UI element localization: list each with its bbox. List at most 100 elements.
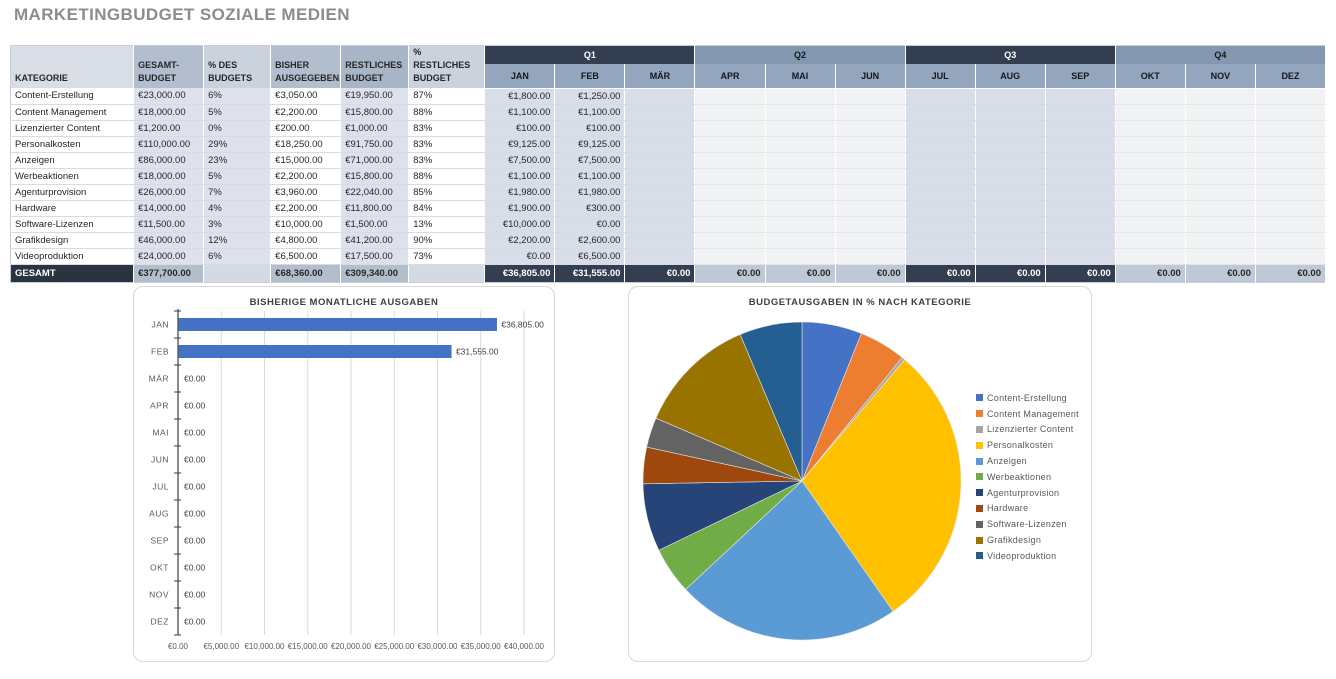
cell-month[interactable] (975, 232, 1046, 249)
cell-month[interactable] (905, 136, 976, 153)
cell-month[interactable] (1185, 184, 1256, 201)
cell-month[interactable] (1115, 184, 1186, 201)
cell-month[interactable] (765, 152, 836, 169)
cell-kategorie[interactable]: Agenturprovision (10, 184, 135, 201)
cell-pct_rest[interactable]: 90% (408, 232, 486, 249)
cell-month[interactable] (1115, 248, 1186, 265)
cell-restliches[interactable]: €41,200.00 (340, 232, 410, 249)
cell-month[interactable] (905, 152, 976, 169)
cell-kategorie[interactable]: Software-Lizenzen (10, 216, 135, 233)
cell-gesamt_budget[interactable]: €110,000.00 (133, 136, 205, 153)
cell-restliches[interactable]: €22,040.00 (340, 184, 410, 201)
cell-kategorie[interactable]: Werbeaktionen (10, 168, 135, 185)
cell-gesamt_budget[interactable]: €18,000.00 (133, 104, 205, 121)
cell-month[interactable] (694, 168, 766, 185)
cell-month[interactable] (905, 200, 976, 217)
cell-month[interactable] (1185, 136, 1256, 153)
cell-month[interactable] (624, 152, 696, 169)
cell-month[interactable] (835, 152, 906, 169)
month-header[interactable]: FEB (554, 64, 626, 89)
cell-month[interactable] (1255, 136, 1327, 153)
cell-month[interactable] (765, 136, 836, 153)
cell-month[interactable]: €7,500.00 (484, 152, 556, 169)
cell-pct_rest[interactable]: 13% (408, 216, 486, 233)
cell-kategorie[interactable]: Videoproduktion (10, 248, 135, 265)
cell-month[interactable] (624, 136, 696, 153)
cell-month[interactable] (975, 200, 1046, 217)
cell-month[interactable] (975, 168, 1046, 185)
cell-pct_rest[interactable]: 88% (408, 168, 486, 185)
cell-month[interactable] (905, 184, 976, 201)
cell-month[interactable] (1255, 168, 1327, 185)
month-header[interactable]: JUN (835, 64, 906, 89)
cell-pct_rest[interactable]: 85% (408, 184, 486, 201)
total-month[interactable]: €0.00 (975, 264, 1046, 283)
cell-month[interactable] (694, 136, 766, 153)
cell-restliches[interactable]: €71,000.00 (340, 152, 410, 169)
cell-month[interactable] (694, 232, 766, 249)
cell-gesamt_budget[interactable]: €86,000.00 (133, 152, 205, 169)
cell-pct_rest[interactable]: 87% (408, 88, 486, 105)
cell-kategorie[interactable]: Content Management (10, 104, 135, 121)
cell-month[interactable] (1185, 200, 1256, 217)
cell-month[interactable] (1115, 120, 1186, 137)
cell-month[interactable]: €0.00 (484, 248, 556, 265)
cell-pct_budget[interactable]: 6% (203, 88, 272, 105)
cell-month[interactable] (694, 200, 766, 217)
cell-month[interactable]: €6,500.00 (554, 248, 626, 265)
cell-kategorie[interactable]: Content-Erstellung (10, 88, 135, 105)
cell-month[interactable] (835, 232, 906, 249)
quarter-header-q1[interactable]: Q1 (484, 45, 696, 65)
cell-month[interactable]: €300.00 (554, 200, 626, 217)
cell-month[interactable] (1115, 200, 1186, 217)
cell-month[interactable] (1045, 216, 1116, 233)
cell-month[interactable] (835, 168, 906, 185)
cell-month[interactable] (905, 168, 976, 185)
cell-month[interactable] (1045, 152, 1116, 169)
cell-month[interactable] (1115, 152, 1186, 169)
cell-month[interactable]: €1,100.00 (484, 104, 556, 121)
cell-month[interactable] (694, 120, 766, 137)
cell-month[interactable] (1045, 248, 1116, 265)
total-month[interactable]: €0.00 (1255, 264, 1327, 283)
cell-bisher[interactable]: €3,960.00 (270, 184, 342, 201)
cell-month[interactable] (765, 120, 836, 137)
cell-pct_rest[interactable]: 88% (408, 104, 486, 121)
month-header[interactable]: OKT (1115, 64, 1186, 89)
cell-bisher[interactable]: €15,000.00 (270, 152, 342, 169)
cell-month[interactable] (765, 104, 836, 121)
cell-kategorie[interactable]: Personalkosten (10, 136, 135, 153)
cell-month[interactable]: €7,500.00 (554, 152, 626, 169)
cell-pct_budget[interactable]: 23% (203, 152, 272, 169)
cell-month[interactable] (905, 88, 976, 105)
cell-month[interactable]: €1,980.00 (484, 184, 556, 201)
month-header[interactable]: DEZ (1255, 64, 1327, 89)
cell-pct_budget[interactable]: 0% (203, 120, 272, 137)
cell-month[interactable] (1255, 216, 1327, 233)
cell-kategorie[interactable]: Lizenzierter Content (10, 120, 135, 137)
cell-month[interactable] (765, 232, 836, 249)
cell-month[interactable] (1255, 200, 1327, 217)
cell-month[interactable] (975, 120, 1046, 137)
total-month[interactable]: €36,805.00 (484, 264, 556, 283)
cell-gesamt_budget[interactable]: €46,000.00 (133, 232, 205, 249)
cell-pct_rest[interactable]: 83% (408, 152, 486, 169)
cell-month[interactable] (624, 104, 696, 121)
cell-month[interactable]: €1,900.00 (484, 200, 556, 217)
cell-bisher[interactable]: €200.00 (270, 120, 342, 137)
month-header[interactable]: JUL (905, 64, 976, 89)
cell-bisher[interactable]: €2,200.00 (270, 104, 342, 121)
cell-month[interactable] (975, 184, 1046, 201)
cell-gesamt_budget[interactable]: €23,000.00 (133, 88, 205, 105)
cell-month[interactable] (1045, 104, 1116, 121)
cell-month[interactable] (975, 136, 1046, 153)
cell-month[interactable] (905, 216, 976, 233)
cell-gesamt_budget[interactable]: €18,000.00 (133, 168, 205, 185)
cell-restliches[interactable]: €11,800.00 (340, 200, 410, 217)
month-header[interactable]: NOV (1185, 64, 1256, 89)
cell-month[interactable] (624, 88, 696, 105)
cell-month[interactable]: €9,125.00 (484, 136, 556, 153)
column-header-3[interactable]: BISHER AUSGEGEBEN (270, 45, 342, 89)
cell-month[interactable] (835, 248, 906, 265)
total-pct_budget[interactable] (203, 264, 272, 283)
